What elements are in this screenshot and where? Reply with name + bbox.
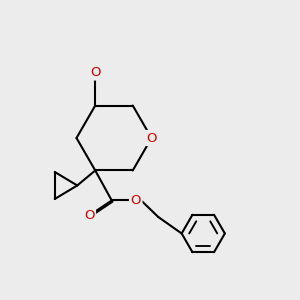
Text: O: O	[90, 66, 101, 79]
Text: O: O	[146, 131, 157, 145]
Text: O: O	[130, 194, 141, 207]
Text: O: O	[84, 209, 94, 222]
